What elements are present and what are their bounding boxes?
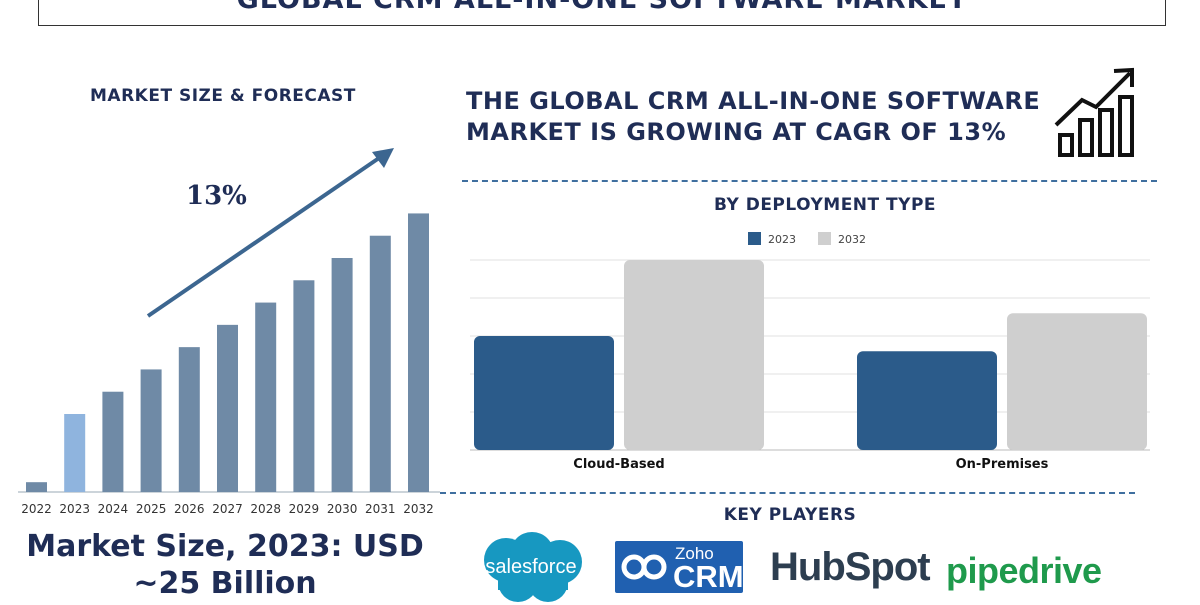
zoho-crm-logo: Zoho CRM — [615, 541, 744, 594]
tick-label-2028: 2028 — [250, 502, 281, 516]
market-size-chart: 2022 2023 2024 2025 2026 2027 2028 2029 2030 2031… — [18, 148, 440, 516]
pipedrive-label: pipedrive — [946, 550, 1102, 591]
growth-chart-icon — [1054, 67, 1134, 157]
tick-label-2030: 2030 — [327, 502, 358, 516]
legend-swatch-2023 — [748, 232, 761, 245]
key-players-title: KEY PLAYERS — [723, 505, 857, 525]
pipedrive-logo: pipedrive — [946, 550, 1102, 592]
growth-arrow-head — [372, 148, 394, 168]
legend-label-2032: 2032 — [838, 233, 866, 246]
bar-2025 — [140, 369, 162, 492]
bar-2024 — [102, 391, 124, 492]
cagr-headline: THE GLOBAL CRM ALL-IN-ONE SOFTWARE MARKE… — [466, 86, 1066, 148]
separator-bottom — [440, 492, 1135, 494]
category-label-on-premises: On-Premises — [956, 457, 1049, 472]
cagr-annotation: 13% — [186, 181, 247, 211]
tick-label-2024: 2024 — [98, 502, 129, 516]
deployment-type-title: BY DEPLOYMENT TYPE — [640, 195, 1010, 215]
page-title: GLOBAL CRM ALL-IN-ONE SOFTWARE MARKET — [39, 0, 1165, 13]
salesforce-label: salesforce — [485, 556, 576, 578]
headline-line1: THE GLOBAL CRM ALL-IN-ONE SOFTWARE — [466, 87, 1041, 115]
hubspot-logo: HubSpot — [770, 545, 931, 590]
headline-line2: MARKET IS GROWING AT CAGR OF 13% — [466, 118, 1007, 146]
bar-2022 — [26, 482, 47, 492]
legend-swatch-2032 — [818, 232, 831, 245]
bar-on-premises-2032 — [1007, 313, 1147, 450]
bar-2026 — [178, 347, 200, 492]
bar-2028 — [255, 302, 277, 492]
tick-label-2025: 2025 — [136, 502, 167, 516]
tick-label-2022: 2022 — [21, 502, 52, 516]
bar-2032 — [408, 213, 429, 492]
growth-arrow-line — [146, 154, 384, 318]
tick-label-2023: 2023 — [59, 502, 90, 516]
bar-2031 — [369, 235, 391, 492]
zoho-infinity-icon — [621, 554, 667, 580]
zoho-label: Zoho — [675, 544, 714, 563]
title-box: GLOBAL CRM ALL-IN-ONE SOFTWARE MARKET — [38, 0, 1166, 26]
bar-cloud-based-2032 — [624, 260, 764, 450]
bar-2030 — [331, 258, 353, 492]
category-label-cloud-based: Cloud-Based — [573, 457, 664, 472]
hubspot-label: HubSpot — [770, 545, 931, 589]
tick-label-2026: 2026 — [174, 502, 205, 516]
zoho-crm-label: CRM — [673, 559, 744, 594]
tick-label-2029: 2029 — [289, 502, 320, 516]
legend-label-2023: 2023 — [768, 233, 796, 246]
deployment-type-title-text: BY DEPLOYMENT TYPE — [713, 195, 937, 215]
tick-label-2032: 2032 — [403, 502, 434, 516]
bar-on-premises-2023 — [857, 351, 997, 450]
tick-label-2027: 2027 — [212, 502, 243, 516]
deployment-type-chart: 2023 2032 Cloud-Based On-Premises — [470, 232, 1150, 472]
market-size-text: Market Size, 2023: USD ~25 Billion — [0, 528, 450, 602]
market-size-line1: Market Size, 2023: USD — [26, 529, 424, 564]
market-size-line2: ~25 Billion — [133, 566, 317, 601]
bar-2027 — [217, 324, 238, 492]
tick-label-2031: 2031 — [365, 502, 396, 516]
bar-2023 — [64, 414, 86, 492]
bar-cloud-based-2023 — [474, 336, 614, 450]
salesforce-logo: salesforce — [484, 532, 582, 602]
separator-top — [462, 180, 1157, 182]
market-size-forecast-title: MARKET SIZE & FORECAST — [90, 86, 356, 106]
bar-2029 — [293, 280, 315, 492]
